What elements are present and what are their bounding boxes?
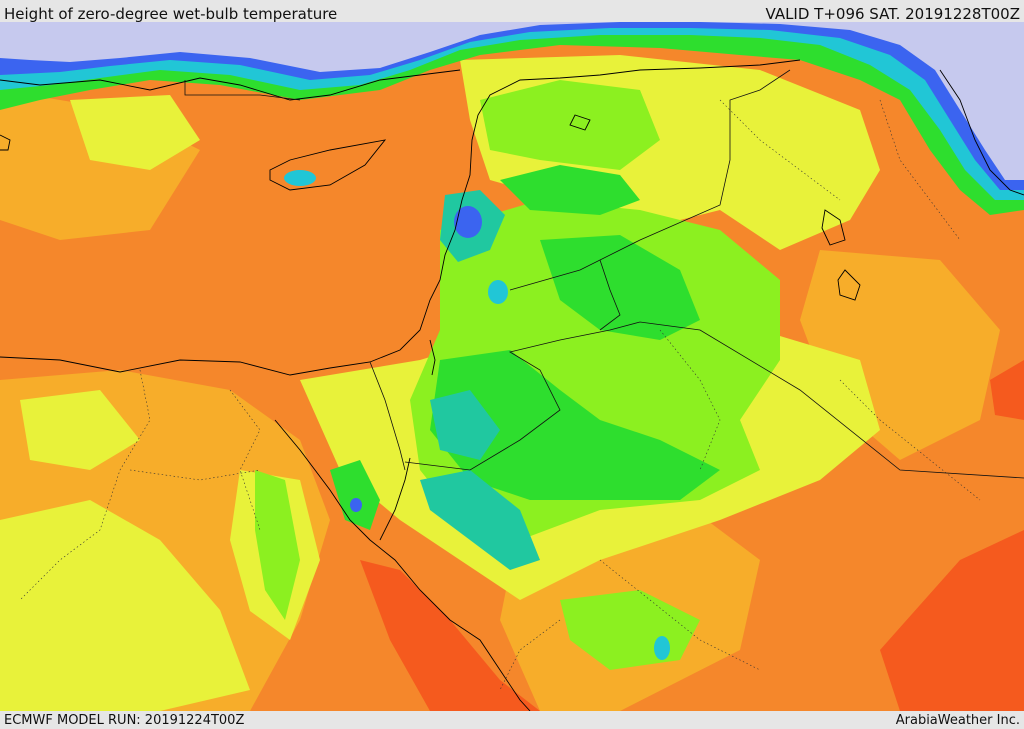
yellow-zone-west bbox=[70, 95, 200, 170]
valid-time: VALID T+096 SAT. 20191228T00Z bbox=[765, 5, 1020, 23]
cyan-spot-south bbox=[654, 636, 670, 660]
model-run-label: ECMWF MODEL RUN: 20191224T00Z bbox=[4, 713, 245, 728]
footer-bar bbox=[0, 711, 1024, 729]
lime-zone-west-strip bbox=[255, 470, 300, 620]
red-zone-east bbox=[880, 530, 1024, 711]
province-borders bbox=[19, 99, 981, 691]
green-zone-syria bbox=[500, 165, 640, 215]
credit-label: ArabiaWeather Inc. bbox=[895, 713, 1020, 728]
green-zone-jordan bbox=[430, 350, 720, 500]
map-title: Height of zero-degree wet-bulb temperatu… bbox=[4, 5, 338, 23]
country-borders bbox=[184, 69, 1024, 479]
blue-spot-lebanon bbox=[454, 206, 482, 238]
coastlines bbox=[0, 59, 1024, 712]
blue-spot-sinai bbox=[350, 498, 362, 512]
red-zone-gulf bbox=[990, 360, 1024, 420]
cyan-spot-syria bbox=[488, 280, 508, 304]
yellow-zone-south-west bbox=[0, 500, 250, 711]
teal-zone-jordan bbox=[430, 390, 500, 460]
teal-zone-south bbox=[420, 470, 540, 570]
green-zone-central bbox=[540, 235, 700, 340]
red-zone-red-sea bbox=[360, 560, 540, 711]
north-lavender-band bbox=[0, 22, 1024, 180]
yellow-zone-egypt bbox=[20, 390, 140, 470]
green-zone-sinai bbox=[330, 460, 380, 530]
north-blue-band bbox=[0, 22, 1024, 190]
teal-spot-cyprus bbox=[284, 170, 316, 186]
header-bar bbox=[0, 0, 1024, 22]
